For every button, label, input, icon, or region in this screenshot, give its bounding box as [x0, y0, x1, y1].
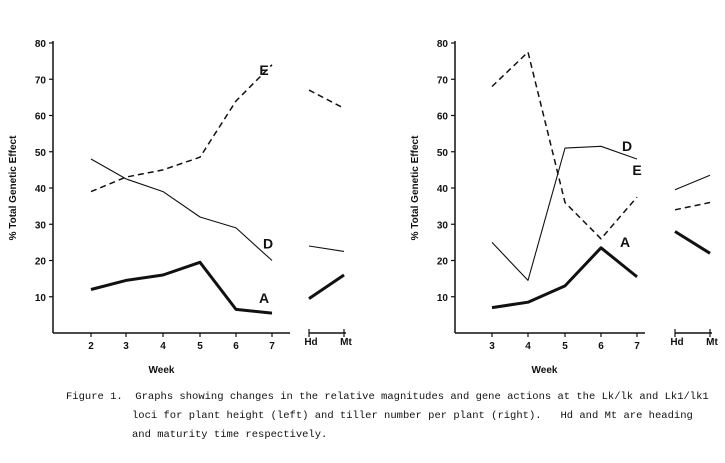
left-y-axis-title: % Total Genetic Effect — [8, 135, 19, 241]
left-panel: 10 20 30 40 50 60 70 80 2 3 4 5 6 7 Hd Mt Week % Total Ge… — [8, 39, 352, 376]
right-y-axis-title: % Total Genetic Effect — [410, 135, 421, 241]
right-series-E-line — [491, 51, 638, 240]
right-y-tick-label-10: 10 — [437, 293, 449, 304]
left-x-tick-label-4: 4 — [160, 341, 166, 352]
right-series-A-line — [491, 246, 638, 310]
left-y-tick-label-80: 80 — [35, 39, 47, 50]
right-y-tick-label-50: 50 — [437, 148, 449, 159]
left-series-E-extra-line — [308, 89, 345, 109]
left-x-tick-label-2: 2 — [88, 341, 94, 352]
left-extra-tick-label-Mt: Mt — [340, 337, 352, 348]
right-extra-tick-label-Mt: Mt — [706, 337, 718, 348]
caption-line-2: loci for plant height (left) and tiller … — [132, 410, 693, 422]
left-extra-tick-label-Hd: Hd — [304, 337, 317, 348]
caption-line-3: and maturity time respectively. — [132, 429, 328, 441]
right-x-tick-label-6: 6 — [598, 341, 604, 352]
left-series-A-extra-line — [308, 273, 345, 300]
left-series-label-E: E — [259, 62, 268, 78]
right-series-D-line — [491, 145, 638, 281]
left-x-tick-label-6: 6 — [233, 341, 239, 352]
charts-canvas: 10 20 30 40 50 60 70 80 2 3 4 5 6 7 Hd Mt Week % Total Ge… — [8, 39, 718, 376]
left-y-tick-label-40: 40 — [35, 184, 47, 195]
left-series-label-D: D — [263, 236, 273, 252]
right-x-tick-label-5: 5 — [562, 341, 568, 352]
left-x-tick-label-3: 3 — [123, 341, 129, 352]
left-y-tick-label-30: 30 — [35, 220, 47, 231]
right-y-tick-label-20: 20 — [437, 257, 449, 268]
left-y-tick-label-20: 20 — [35, 257, 47, 268]
left-y-tick-label-60: 60 — [35, 112, 47, 123]
right-series-A-extra-line — [674, 230, 711, 255]
right-y-tick-label-60: 60 — [437, 112, 449, 123]
left-y-tick-label-50: 50 — [35, 148, 47, 159]
right-y-tick-label-70: 70 — [437, 75, 449, 86]
right-y-tick-label-40: 40 — [437, 184, 449, 195]
figure-caption: Figure 1. Graphs showing changes in the … — [66, 388, 716, 445]
right-series-label-D: D — [622, 138, 632, 154]
left-series-E-line — [90, 64, 273, 193]
left-y-tick-label-10: 10 — [35, 293, 47, 304]
right-x-tick-label-3: 3 — [489, 341, 495, 352]
left-series-D-line — [90, 158, 273, 261]
left-x-tick-label-5: 5 — [197, 341, 203, 352]
right-y-tick-label-30: 30 — [437, 220, 449, 231]
left-y-tick-label-70: 70 — [35, 75, 47, 86]
right-x-tick-label-4: 4 — [525, 341, 531, 352]
right-panel: 10 20 30 40 50 60 70 80 3 4 5 6 7 Hd Mt Week % Total Gen… — [410, 39, 718, 376]
left-x-axis-title: Week — [149, 365, 175, 376]
right-series-E-extra-line — [674, 201, 711, 211]
right-series-D-extra-line — [674, 174, 711, 191]
right-extra-tick-label-Hd: Hd — [670, 337, 683, 348]
left-series-D-extra-line — [308, 245, 345, 252]
left-x-tick-label-7: 7 — [269, 341, 275, 352]
right-y-tick-label-80: 80 — [437, 39, 449, 50]
right-series-label-E: E — [632, 162, 641, 178]
right-x-tick-label-7: 7 — [634, 341, 640, 352]
left-series-A-line — [90, 260, 273, 315]
right-series-label-A: A — [620, 234, 630, 250]
left-series-label-A: A — [259, 290, 269, 306]
caption-line-1: Figure 1. Graphs showing changes in the … — [66, 391, 709, 403]
right-x-axis-title: Week — [532, 365, 558, 376]
